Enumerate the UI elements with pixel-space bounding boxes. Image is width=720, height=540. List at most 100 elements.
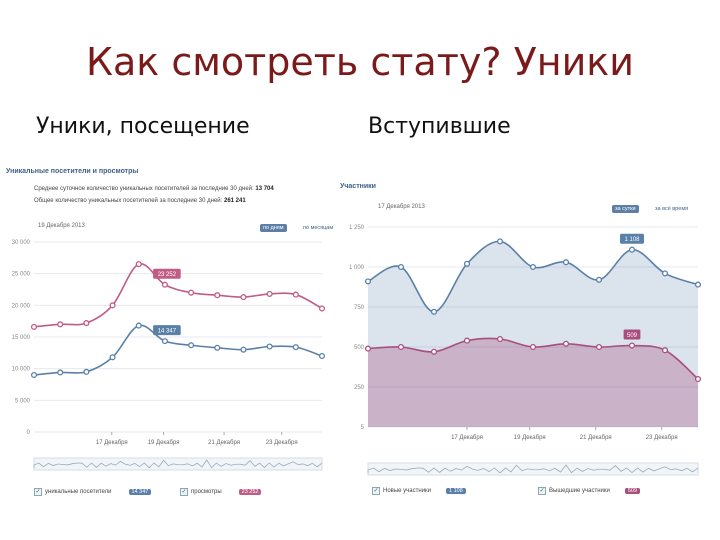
legend-left-members[interactable]: ✓ Вышедшие участники 509 (538, 487, 641, 495)
callout-box (620, 233, 644, 244)
series-area (368, 338, 698, 427)
y-tick-label: 750 (354, 305, 365, 311)
data-point (628, 246, 636, 253)
overview-strip-frame (33, 457, 323, 471)
views-checkbox[interactable]: ✓ (180, 488, 188, 496)
y-tick-label: 5 000 (15, 398, 31, 404)
data-point (694, 375, 702, 383)
by-month-button[interactable]: по месяцам (303, 225, 334, 231)
avg-visitors-text: Среднее суточное количество уникальных п… (34, 186, 254, 192)
legend-new-members[interactable]: ✓ Новые участники 1 108 (372, 487, 466, 495)
all-time-button[interactable]: за всё время (655, 206, 689, 212)
data-point (562, 340, 570, 347)
callout-label: 1 108 (624, 237, 640, 243)
data-point (57, 321, 64, 328)
per-day-button[interactable]: за сутки (612, 205, 639, 213)
data-point (188, 342, 195, 349)
legend-left-label: Вышедшие участники (549, 488, 610, 494)
data-point (318, 305, 326, 312)
data-point (463, 337, 471, 344)
data-point (240, 346, 247, 353)
data-point (397, 343, 405, 351)
y-tick-label: 250 (354, 385, 365, 391)
data-point (83, 368, 90, 375)
legend-left-value: 509 (624, 488, 641, 494)
data-point (266, 290, 273, 297)
x-tick-label: 23 Декабря (646, 435, 678, 441)
by-day-button[interactable]: по дням (260, 224, 287, 232)
legend-new-label: Новые участники (383, 488, 432, 494)
members-panel: Участники 17 Декабря 2013 за сутки за вс… (338, 175, 710, 505)
left-members-checkbox[interactable]: ✓ (538, 487, 546, 495)
data-point (292, 344, 299, 351)
x-tick-label: 19 Декабря (514, 435, 546, 441)
legend-visitors-value: 14 347 (128, 489, 152, 495)
data-point (135, 322, 142, 329)
visitors-date-label: 19 Декабря 2013 (38, 223, 85, 229)
y-tick-label: 30 000 (12, 240, 31, 246)
legend-views-label: просмотры (191, 489, 222, 495)
data-point (214, 344, 221, 351)
avg-visitors-value: 13 704 (255, 186, 274, 192)
x-tick-label: 19 Декабря (148, 440, 180, 446)
total-visitors-value: 261 241 (223, 198, 246, 204)
y-tick-label: 0 (27, 430, 31, 436)
total-visitors-text: Общее количество уникальных посетителей … (34, 198, 223, 204)
data-point (430, 348, 438, 355)
x-tick-label: 21 Декабря (580, 435, 612, 441)
data-point (496, 238, 504, 245)
data-point (529, 263, 537, 271)
data-point (318, 352, 326, 360)
data-point (161, 338, 168, 345)
callout-box (623, 329, 641, 340)
x-tick-label: 23 Декабря (266, 440, 298, 446)
visitors-panel: Уникальные посетители и просмотры Средне… (4, 158, 333, 503)
series-area (368, 241, 698, 427)
data-point (562, 259, 570, 266)
data-point (214, 292, 221, 299)
data-point (595, 343, 603, 351)
data-point (266, 343, 273, 350)
legend-visitors[interactable]: ✓ уникальные посетители 14 347 (34, 488, 152, 496)
data-point (496, 335, 504, 343)
members-date-label: 17 Декабря 2013 (378, 204, 425, 210)
callout-label: 23 252 (158, 272, 177, 278)
data-point (109, 302, 116, 309)
left-heading: Уники, посещение (36, 114, 250, 139)
data-point (57, 369, 64, 376)
data-point (30, 323, 38, 330)
data-point (397, 263, 405, 271)
data-point (292, 291, 299, 298)
data-point (30, 371, 38, 379)
y-tick-label: 10 000 (12, 367, 31, 373)
data-point (109, 354, 116, 361)
y-tick-label: 1 000 (349, 265, 365, 271)
data-point (188, 289, 195, 296)
y-tick-label: 5 (361, 425, 365, 431)
slide-title: Как смотреть стату? Уники (86, 40, 634, 84)
x-tick-label: 17 Декабря (451, 435, 483, 441)
y-tick-label: 500 (354, 345, 365, 351)
y-tick-label: 25 000 (12, 272, 31, 278)
visitors-checkbox[interactable]: ✓ (34, 488, 42, 496)
callout-box (153, 325, 181, 336)
visitors-chart: 0 5 000 10 000 15 000 20 000 25 000 30 000 17 Д… (12, 240, 326, 471)
legend-views[interactable]: ✓ просмотры 23 252 (180, 488, 262, 496)
y-tick-label: 15 000 (12, 335, 31, 341)
callout-label: 509 (627, 333, 638, 339)
value-callout: 509 (623, 329, 641, 340)
new-members-checkbox[interactable]: ✓ (372, 487, 380, 495)
x-tick-label: 17 Декабря (96, 440, 128, 446)
data-point (595, 276, 603, 283)
data-point (135, 261, 142, 268)
data-point (240, 294, 247, 301)
value-callout: 23 252 (153, 268, 181, 279)
overview-strip (367, 464, 699, 474)
overview-strip (33, 459, 323, 469)
legend-new-value: 1 108 (446, 488, 466, 494)
members-section-title: Участники (340, 183, 376, 190)
legend-views-value: 23 252 (238, 489, 262, 495)
overview-strip-frame (367, 462, 699, 476)
y-tick-label: 1 250 (349, 225, 365, 231)
visitors-section-title: Уникальные посетители и просмотры (6, 168, 139, 175)
